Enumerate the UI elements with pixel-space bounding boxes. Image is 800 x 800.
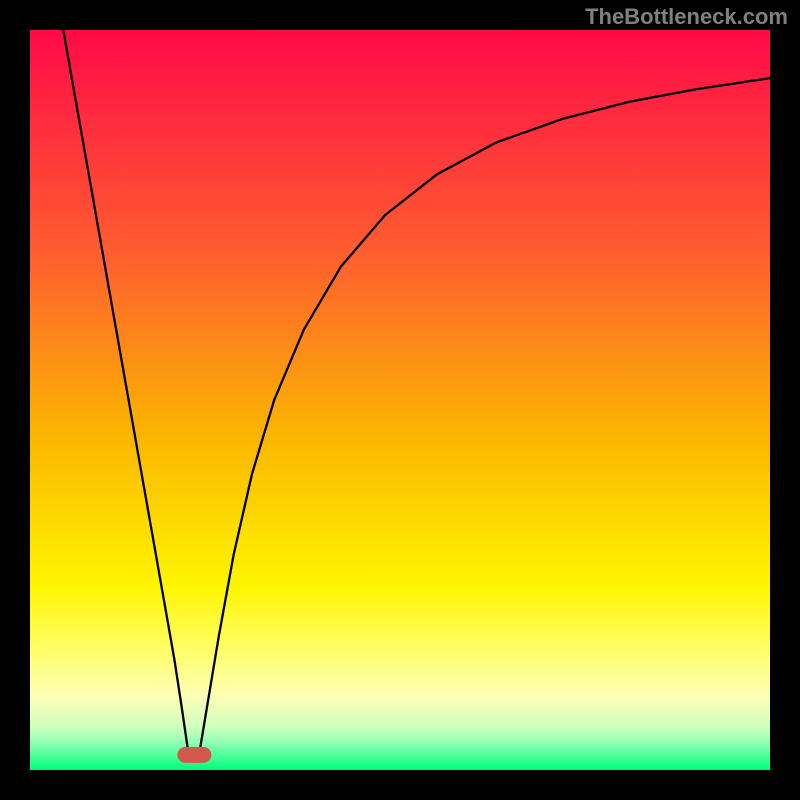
- plot-area: [30, 30, 770, 770]
- gradient-background: [30, 30, 770, 770]
- watermark-text: TheBottleneck.com: [585, 4, 788, 30]
- bottleneck-point: [178, 747, 211, 763]
- chart-container: TheBottleneck.com: [0, 0, 800, 800]
- chart-svg: [30, 30, 770, 770]
